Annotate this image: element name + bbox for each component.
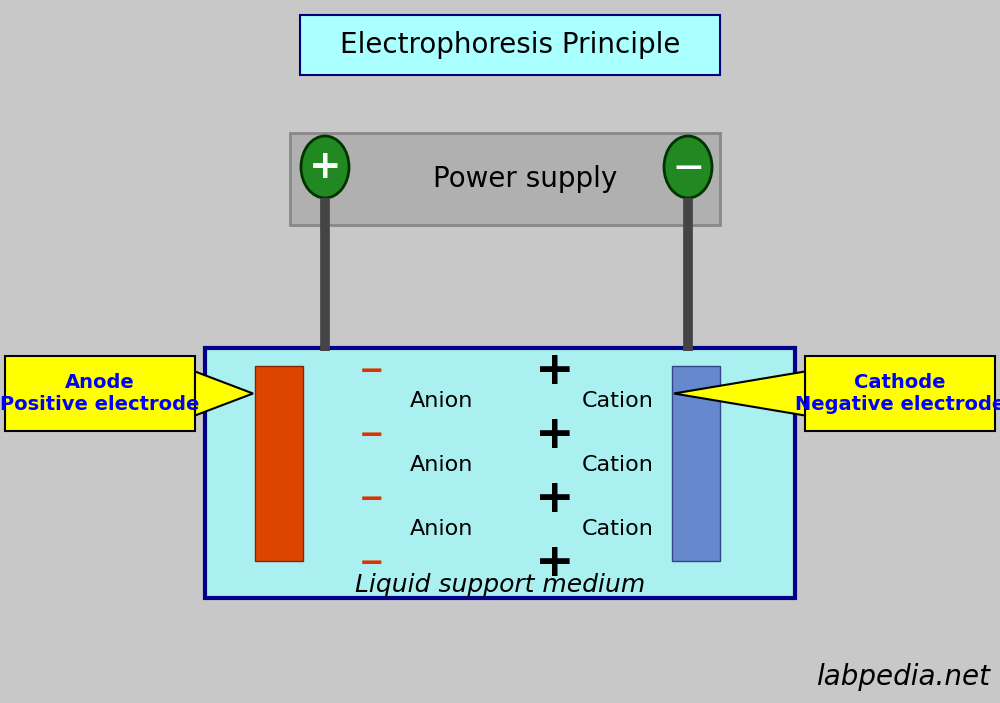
- FancyBboxPatch shape: [805, 356, 995, 431]
- Text: −: −: [359, 420, 385, 449]
- FancyBboxPatch shape: [255, 366, 303, 561]
- Text: Cation: Cation: [582, 519, 654, 539]
- Text: −: −: [359, 356, 385, 385]
- Text: −: −: [359, 484, 385, 513]
- Text: Cathode
Negative electrode: Cathode Negative electrode: [795, 373, 1000, 414]
- Text: Anion: Anion: [410, 455, 474, 475]
- Text: Power supply: Power supply: [433, 165, 617, 193]
- FancyBboxPatch shape: [300, 15, 720, 75]
- FancyBboxPatch shape: [205, 348, 795, 598]
- FancyBboxPatch shape: [672, 366, 720, 561]
- Text: Electrophoresis Principle: Electrophoresis Principle: [340, 30, 680, 58]
- Text: +: +: [535, 541, 575, 586]
- Text: +: +: [535, 477, 575, 522]
- Text: Anion: Anion: [410, 519, 474, 539]
- Text: +: +: [309, 148, 341, 186]
- Text: labpedia.net: labpedia.net: [816, 663, 990, 691]
- FancyBboxPatch shape: [290, 133, 720, 225]
- Text: Anion: Anion: [410, 391, 474, 411]
- Text: —: —: [674, 153, 702, 181]
- Text: Cation: Cation: [582, 391, 654, 411]
- Text: Liquid support medium: Liquid support medium: [355, 573, 645, 597]
- Polygon shape: [674, 371, 805, 415]
- Ellipse shape: [664, 136, 712, 198]
- Text: Anode
Positive electrode: Anode Positive electrode: [0, 373, 200, 414]
- Text: Cation: Cation: [582, 455, 654, 475]
- Text: +: +: [535, 349, 575, 394]
- Text: −: −: [359, 548, 385, 577]
- Polygon shape: [195, 371, 253, 415]
- Ellipse shape: [301, 136, 349, 198]
- FancyBboxPatch shape: [5, 356, 195, 431]
- Text: +: +: [535, 413, 575, 458]
